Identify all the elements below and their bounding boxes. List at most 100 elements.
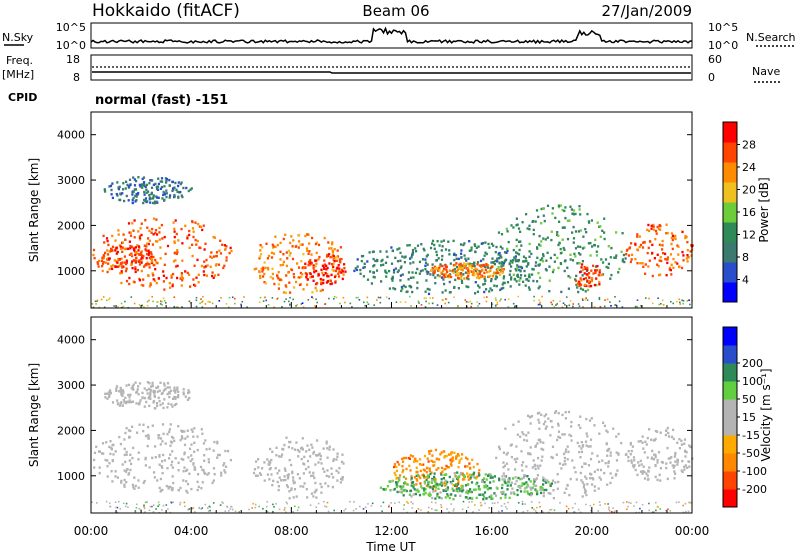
colorbar-tick-label: 24 xyxy=(742,161,756,174)
range-gate-cell xyxy=(138,403,141,406)
range-gate-cell xyxy=(607,460,610,463)
range-gate-cell xyxy=(484,279,487,282)
near-range-cell xyxy=(567,507,570,510)
range-gate-cell xyxy=(590,473,593,476)
range-gate-cell xyxy=(542,214,545,217)
range-gate-cell xyxy=(460,256,463,259)
range-gate-cell xyxy=(147,387,150,391)
range-gate-cell xyxy=(582,235,585,238)
range-gate-cell xyxy=(428,450,431,453)
near-range-cell xyxy=(550,301,552,304)
range-gate-cell xyxy=(163,398,166,401)
range-gate-cell xyxy=(428,469,431,473)
range-gate-cell xyxy=(547,417,550,420)
range-gate-cell xyxy=(596,221,599,224)
near-range-cell xyxy=(648,297,650,300)
near-range-cell xyxy=(606,298,609,301)
near-range-cell xyxy=(317,502,320,505)
range-gate-cell xyxy=(512,273,515,276)
range-gate-cell xyxy=(472,262,475,266)
range-gate-cell xyxy=(154,456,157,459)
range-gate-cell xyxy=(100,452,104,455)
range-gate-cell xyxy=(593,489,596,492)
range-gate-cell xyxy=(505,227,508,231)
range-gate-cell xyxy=(157,436,160,440)
near-range-cell xyxy=(559,502,561,504)
range-gate-cell xyxy=(132,196,135,200)
range-gate-cell xyxy=(163,198,166,202)
range-gate-cell xyxy=(317,461,320,464)
range-gate-cell xyxy=(173,241,176,245)
range-gate-cell xyxy=(500,262,503,265)
near-range-cell xyxy=(146,304,149,307)
range-gate-cell xyxy=(411,248,415,252)
range-gate-cell xyxy=(439,483,442,486)
range-gate-cell xyxy=(129,468,132,472)
range-gate-cell xyxy=(468,473,471,476)
range-gate-cell xyxy=(606,430,609,434)
range-gate-cell xyxy=(596,468,599,471)
range-gate-cell xyxy=(650,438,653,441)
range-gate-cell xyxy=(126,468,129,471)
range-gate-cell xyxy=(404,488,407,492)
range-gate-cell xyxy=(420,243,423,246)
range-gate-cell xyxy=(454,475,457,478)
near-range-cell xyxy=(179,501,182,504)
near-range-cell xyxy=(201,300,204,303)
range-gate-cell xyxy=(128,253,131,256)
range-gate-cell xyxy=(448,280,451,284)
y-tick-label: 4000 xyxy=(57,129,85,142)
range-gate-cell xyxy=(154,229,158,232)
range-gate-cell xyxy=(474,281,477,284)
near-range-cell xyxy=(285,298,287,300)
range-gate-cell xyxy=(163,185,166,188)
range-gate-cell xyxy=(324,482,327,485)
range-gate-cell xyxy=(209,265,212,268)
range-gate-cell xyxy=(455,489,458,493)
range-gate-cell xyxy=(362,275,365,278)
near-range-cell xyxy=(220,297,222,299)
range-gate-cell xyxy=(181,259,184,262)
near-range-cell xyxy=(431,508,433,510)
range-gate-cell xyxy=(454,484,457,487)
range-gate-cell xyxy=(583,462,586,465)
range-gate-cell xyxy=(385,250,388,253)
range-gate-cell xyxy=(294,448,297,451)
range-gate-cell xyxy=(321,271,324,275)
range-gate-cell xyxy=(415,489,418,492)
range-gate-cell xyxy=(325,442,328,445)
near-range-cell xyxy=(273,306,275,309)
range-gate-cell xyxy=(584,290,587,293)
range-gate-cell xyxy=(622,253,625,257)
range-gate-cell xyxy=(304,266,307,269)
range-gate-cell xyxy=(492,273,495,276)
range-gate-cell xyxy=(647,470,650,473)
range-gate-cell xyxy=(162,274,165,277)
range-gate-cell xyxy=(120,281,123,285)
range-gate-cell xyxy=(407,278,410,281)
range-gate-cell xyxy=(424,488,427,491)
near-range-cell xyxy=(599,504,601,506)
range-gate-cell xyxy=(525,481,528,484)
range-gate-cell xyxy=(504,475,507,478)
range-gate-cell xyxy=(424,267,427,271)
range-gate-cell xyxy=(466,457,469,461)
y-tick-label: 1000 xyxy=(57,470,85,483)
y-tick-label: 1000 xyxy=(57,265,85,278)
range-gate-cell xyxy=(630,242,633,245)
range-gate-cell xyxy=(138,253,141,256)
range-gate-cell xyxy=(114,265,117,268)
near-range-cell xyxy=(678,501,680,503)
range-gate-cell xyxy=(190,454,193,457)
near-range-cell xyxy=(403,504,405,506)
range-gate-cell xyxy=(500,233,504,236)
range-gate-cell xyxy=(328,448,331,451)
range-gate-cell xyxy=(464,496,467,499)
range-gate-cell xyxy=(438,268,441,272)
range-gate-cell xyxy=(470,473,473,477)
range-gate-cell xyxy=(595,269,598,272)
near-range-cell xyxy=(135,507,138,509)
near-range-cell xyxy=(172,501,174,504)
near-range-cell xyxy=(100,298,103,301)
